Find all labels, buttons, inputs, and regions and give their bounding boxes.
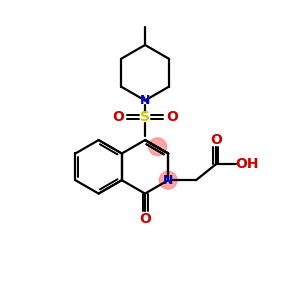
Text: N: N: [140, 94, 150, 107]
Circle shape: [149, 138, 167, 156]
Text: N: N: [163, 174, 173, 187]
Text: O: O: [210, 133, 222, 147]
Text: O: O: [139, 212, 151, 226]
Circle shape: [159, 171, 177, 189]
Text: S: S: [140, 110, 150, 124]
Text: O: O: [112, 110, 124, 124]
Text: O: O: [166, 110, 178, 124]
Text: OH: OH: [236, 158, 259, 171]
